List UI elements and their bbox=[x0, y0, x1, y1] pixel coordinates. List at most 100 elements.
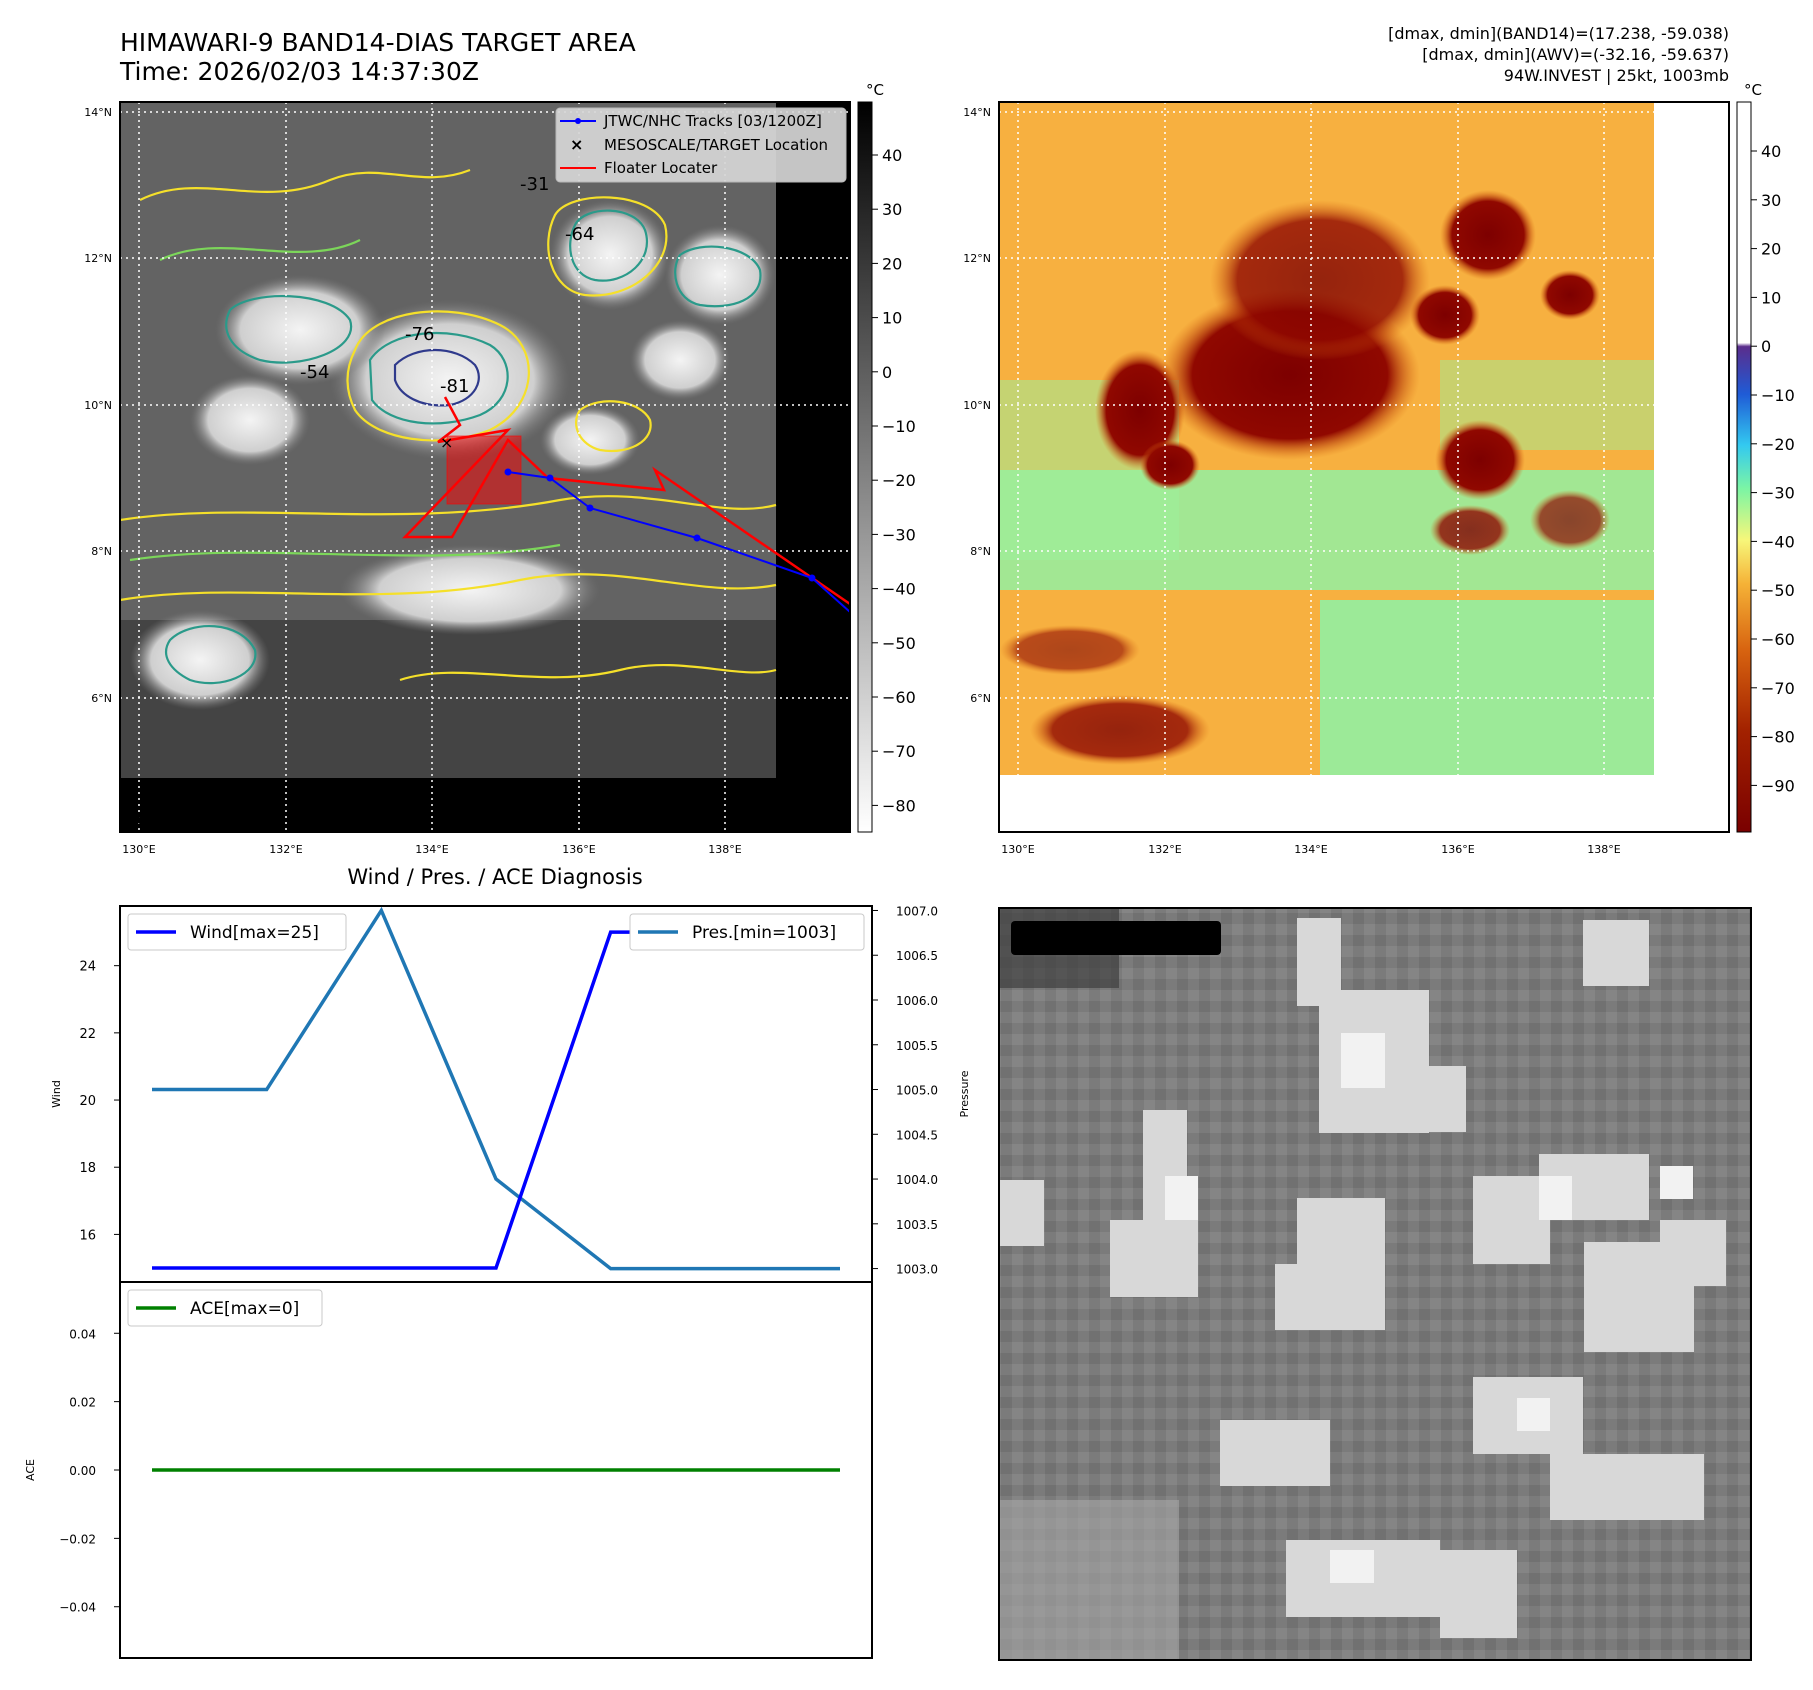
ir-lon-ticks: 130°E 132°E 134°E 136°E 138°E bbox=[122, 843, 741, 856]
legend-floater: Floater Locater bbox=[604, 159, 718, 177]
wmg-imagery bbox=[999, 908, 1751, 1660]
wind-legend: Wind[max=25] bbox=[127, 913, 347, 951]
ir-colorbar-tick-label: −50 bbox=[882, 634, 916, 653]
awv-colorbar-tick-label: 40 bbox=[1761, 142, 1781, 161]
awv-imagery bbox=[999, 102, 1654, 775]
awv-colorbar-tick-label: 0 bbox=[1761, 337, 1771, 356]
wind-ytick-label: 16 bbox=[79, 1228, 96, 1243]
ace-ytick-label: 0.02 bbox=[69, 1396, 96, 1410]
legend-track: JTWC/NHC Tracks [03/1200Z] bbox=[603, 112, 822, 130]
svg-text:6°N: 6°N bbox=[970, 692, 991, 705]
ir-colorbar: °C 40 30 20 10 0 −10 −20 −30 −40 −50 −60 −70 −80 bbox=[857, 81, 916, 833]
wind-legend-label: Wind[max=25] bbox=[190, 923, 319, 943]
wind-axis-label: Wind bbox=[50, 1080, 63, 1108]
ir-colorbar-tick-label: −40 bbox=[882, 580, 916, 599]
jtwc-track-line bbox=[507, 471, 851, 613]
ir-colorbar-tick-label: −80 bbox=[882, 796, 916, 815]
figure-title: HIMAWARI-9 BAND14-DIAS TARGET AREA bbox=[120, 28, 636, 57]
ace-panel: 0.04 0.02 0.00 −0.02 −0.04 ACE ACE[max=0] bbox=[24, 1281, 873, 1659]
ir-colorbar-tick-label: 30 bbox=[882, 200, 902, 219]
wind-ytick-label: 22 bbox=[79, 1027, 96, 1042]
ir-colorbar-tick-label: −30 bbox=[882, 525, 916, 544]
ir-colorbar-tick-label: −70 bbox=[882, 742, 916, 761]
awv-colorbar-tick-label: −40 bbox=[1761, 532, 1795, 551]
svg-text:6°N: 6°N bbox=[91, 692, 112, 705]
ir-map: -31 -54 -64 -76 -81 × JTWC/NHC Tracks [0… bbox=[119, 101, 851, 833]
ace-ytick-label: 0.04 bbox=[69, 1327, 96, 1341]
awv-colorbar-tick-label: −70 bbox=[1761, 679, 1795, 698]
ace-legend-label: ACE[max=0] bbox=[190, 1299, 299, 1319]
svg-text:134°E: 134°E bbox=[1294, 843, 1327, 856]
ir-lat-ticks: 14°N 12°N 10°N 8°N 6°N bbox=[84, 106, 112, 705]
wind-ytick-label: 24 bbox=[79, 960, 96, 975]
wind-pressure-panel: 16 18 20 22 24 1003.0 1003.5 1004.0 1004.5 1005.… bbox=[50, 904, 971, 1283]
pressure-ytick-label: 1005.0 bbox=[896, 1084, 938, 1098]
contour-label: -81 bbox=[440, 376, 469, 397]
ir-legend: JTWC/NHC Tracks [03/1200Z] × MESOSCALE/T… bbox=[555, 107, 847, 183]
awv-colorbar-tick-label: 20 bbox=[1761, 240, 1781, 259]
ir-colorbar-tick-label: 10 bbox=[882, 309, 902, 328]
svg-text:138°E: 138°E bbox=[1587, 843, 1620, 856]
contour-labels: -31 -54 -64 -76 -81 bbox=[300, 174, 594, 397]
svg-text:134°E: 134°E bbox=[415, 843, 448, 856]
svg-text:130°E: 130°E bbox=[1001, 843, 1034, 856]
awv-colorbar-tick-label: −80 bbox=[1761, 728, 1795, 747]
floater-locater-line bbox=[402, 396, 851, 606]
pressure-ytick-label: 1007.0 bbox=[896, 904, 938, 918]
pressure-ytick-label: 1006.5 bbox=[896, 949, 938, 963]
contour-label: -31 bbox=[520, 174, 549, 195]
pressure-series-line bbox=[152, 906, 840, 1271]
awv-colorbar-tick-label: 10 bbox=[1761, 288, 1781, 307]
stat-band14: [dmax, dmin](BAND14)=(17.238, -59.038) bbox=[1388, 24, 1729, 43]
diagnosis-title: Wind / Pres. / ACE Diagnosis bbox=[347, 865, 642, 889]
pressure-axis-label: Pressure bbox=[958, 1070, 971, 1117]
svg-text:132°E: 132°E bbox=[1148, 843, 1181, 856]
pressure-ytick-label: 1006.0 bbox=[896, 994, 938, 1008]
wind-ytick-label: 20 bbox=[79, 1094, 96, 1109]
ir-colorbar-unit: °C bbox=[866, 81, 884, 99]
awv-colorbar-tick-label: −60 bbox=[1761, 630, 1795, 649]
svg-text:138°E: 138°E bbox=[708, 843, 741, 856]
contour-label: -54 bbox=[300, 362, 329, 383]
pressure-ytick-label: 1003.0 bbox=[896, 1263, 938, 1277]
svg-text:8°N: 8°N bbox=[91, 545, 112, 558]
svg-text:136°E: 136°E bbox=[1441, 843, 1474, 856]
wmg-count-label: WMG Count: 924 bbox=[1018, 926, 1207, 950]
svg-text:130°E: 130°E bbox=[122, 843, 155, 856]
ace-axis-label: ACE bbox=[24, 1459, 37, 1481]
awv-map bbox=[998, 101, 1730, 833]
legend-target: MESOSCALE/TARGET Location bbox=[604, 136, 828, 154]
pressure-ytick-label: 1005.5 bbox=[896, 1039, 938, 1053]
awv-colorbar-tick-label: −20 bbox=[1761, 435, 1795, 454]
awv-gridlines bbox=[999, 102, 1654, 775]
svg-text:136°E: 136°E bbox=[562, 843, 595, 856]
ir-colorbar-tick-label: 0 bbox=[882, 363, 892, 382]
svg-text:8°N: 8°N bbox=[970, 545, 991, 558]
awv-colorbar-unit: °C bbox=[1744, 81, 1762, 99]
contour-label: -76 bbox=[405, 324, 434, 345]
wmg-panel: WMG Count: 924 bbox=[998, 907, 1752, 1661]
awv-lat-ticks: 14°N 12°N 10°N 8°N 6°N bbox=[963, 106, 991, 705]
svg-text:14°N: 14°N bbox=[84, 106, 112, 119]
ir-gridlines bbox=[120, 102, 850, 832]
svg-text:12°N: 12°N bbox=[84, 252, 112, 265]
pressure-ytick-label: 1003.5 bbox=[896, 1218, 938, 1232]
copyright: Copyright © 2020-2026 Dapiya bbox=[124, 809, 403, 828]
ir-colorbar-tick-label: 40 bbox=[882, 146, 902, 165]
awv-colorbar-tick-label: −30 bbox=[1761, 484, 1795, 503]
wind-ytick-label: 18 bbox=[79, 1161, 96, 1176]
awv-colorbar-tick-label: −90 bbox=[1761, 776, 1795, 795]
ace-ytick-label: −0.02 bbox=[59, 1532, 96, 1546]
pressure-ytick-label: 1004.5 bbox=[896, 1128, 938, 1142]
svg-text:12°N: 12°N bbox=[963, 252, 991, 265]
stat-awv: [dmax, dmin](AWV)=(-32.16, -59.637) bbox=[1422, 45, 1729, 64]
pressure-legend-label: Pres.[min=1003] bbox=[692, 923, 836, 943]
ir-colorbar-tick-label: −60 bbox=[882, 688, 916, 707]
stat-storm: 94W.INVEST | 25kt, 1003mb bbox=[1504, 66, 1729, 85]
figure-time: Time: 2026/02/03 14:37:30Z bbox=[119, 57, 479, 86]
ace-ytick-label: 0.00 bbox=[69, 1464, 96, 1478]
pressure-ytick-label: 1004.0 bbox=[896, 1173, 938, 1187]
awv-colorbar-tick-label: 30 bbox=[1761, 191, 1781, 210]
awv-colorbar-tick-label: −10 bbox=[1761, 386, 1795, 405]
